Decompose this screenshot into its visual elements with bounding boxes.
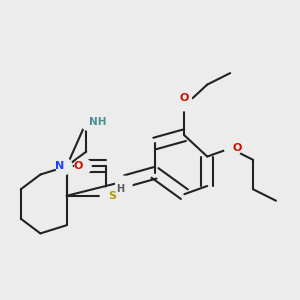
Circle shape [56, 158, 72, 175]
Circle shape [116, 176, 132, 193]
Circle shape [176, 94, 193, 111]
Circle shape [81, 114, 97, 130]
Circle shape [100, 188, 117, 204]
Text: N: N [55, 161, 64, 171]
Text: H: H [116, 184, 124, 194]
Text: O: O [233, 143, 242, 153]
Text: S: S [109, 191, 116, 201]
Circle shape [75, 158, 91, 175]
Circle shape [225, 140, 241, 157]
Text: O: O [74, 161, 83, 171]
Text: O: O [180, 93, 189, 103]
Text: NH: NH [89, 117, 106, 127]
